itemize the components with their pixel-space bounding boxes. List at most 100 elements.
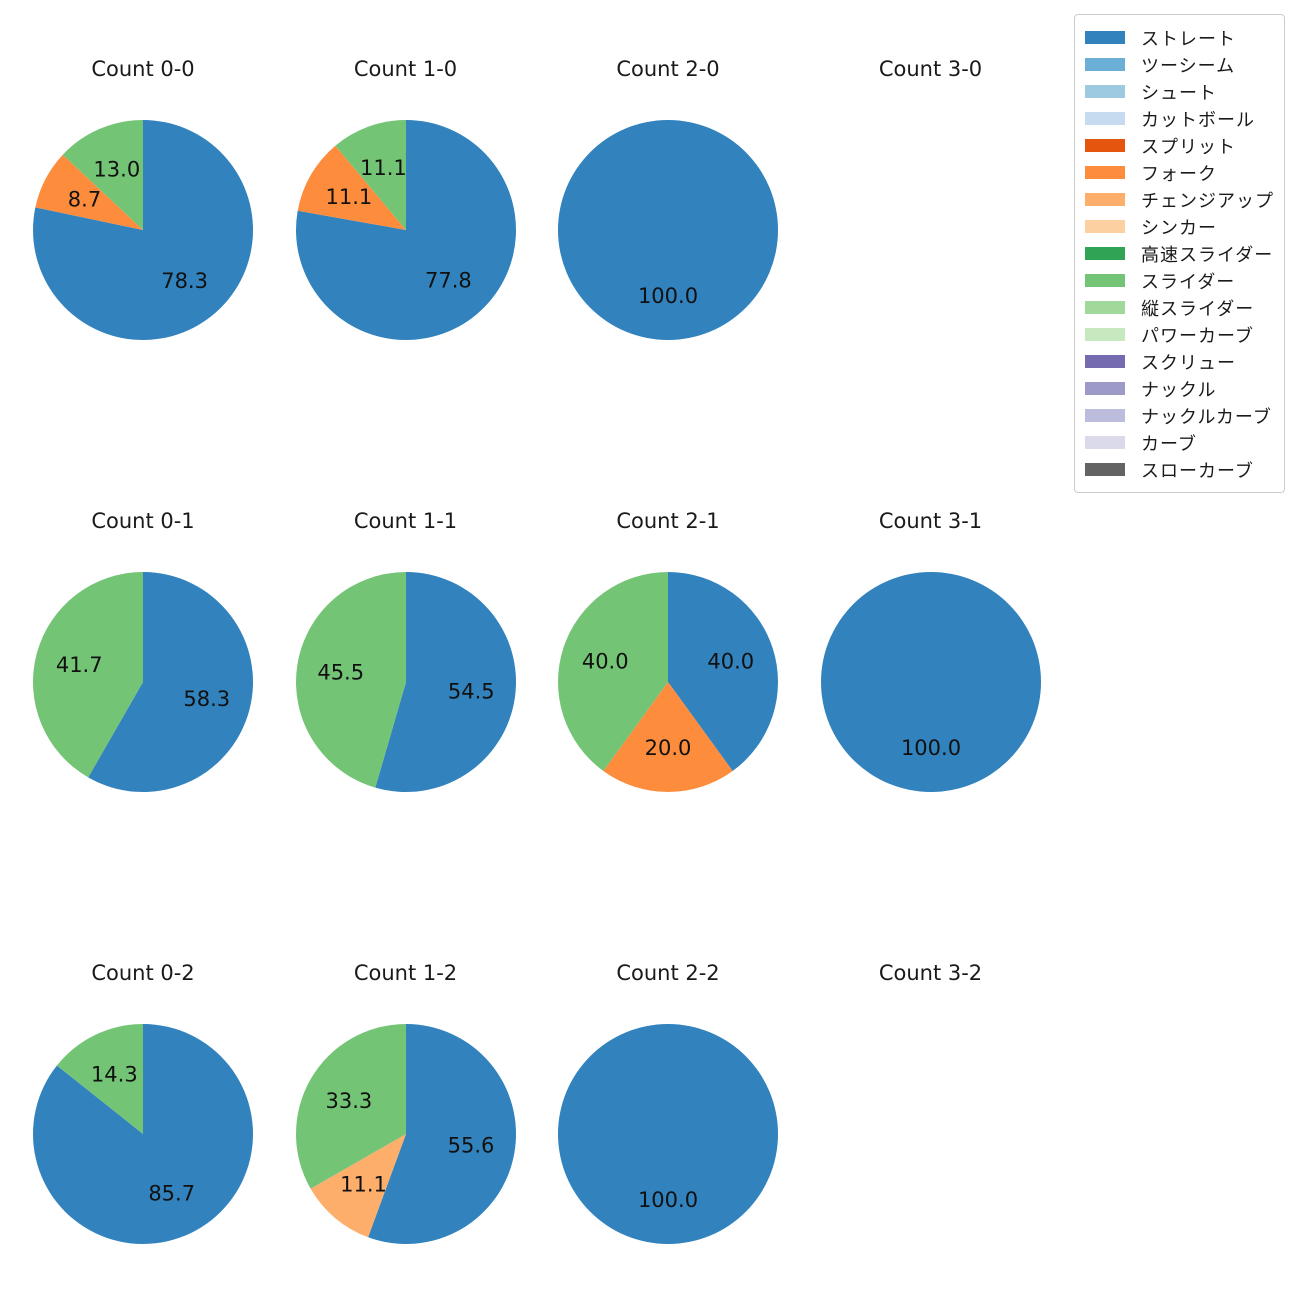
legend-label: スクリュー: [1141, 352, 1236, 374]
legend-item: スローカーブ: [1085, 456, 1274, 483]
legend-item: チェンジアップ: [1085, 186, 1274, 213]
pie-count-1-0: 77.8 11.1 11.1: [295, 120, 516, 340]
pie-count-2-2: 100.0: [558, 1024, 778, 1244]
chart-title: Count 3-2: [878, 961, 983, 985]
pie-slice-label: 41.7: [56, 653, 103, 677]
pie-slice-label: 85.7: [148, 1182, 195, 1206]
legend-swatch: [1085, 166, 1125, 179]
legend-item: シンカー: [1085, 213, 1274, 240]
chart-title: Count 1-0: [353, 57, 458, 81]
pie-slice: [367, 1024, 516, 1244]
pie-slice: [334, 120, 406, 230]
pie-slice: [56, 1024, 143, 1134]
pie-slice-label: 11.1: [360, 156, 407, 180]
pie-slice: [35, 154, 143, 230]
pie-slice-label: 54.5: [447, 679, 494, 703]
legend-swatch: [1085, 355, 1125, 368]
pie-slice: [33, 120, 254, 340]
legend-swatch: [1085, 301, 1125, 314]
pie-slice: [295, 120, 516, 340]
pie-slice: [62, 120, 143, 230]
legend-swatch: [1085, 112, 1125, 125]
legend-swatch: [1085, 193, 1125, 206]
legend-label: シンカー: [1141, 217, 1217, 239]
legend-label: 縦スライダー: [1141, 298, 1255, 320]
pie-slice-label: 11.1: [325, 185, 372, 209]
legend-label: カーブ: [1141, 433, 1197, 455]
pie-slice-label: 78.3: [161, 269, 208, 293]
pie-slice: [32, 572, 143, 778]
pie-slice-label: 100.0: [638, 284, 698, 308]
pie-slice-label: 11.1: [340, 1173, 387, 1197]
legend-item: カットボール: [1085, 105, 1274, 132]
pie-count-0-0: 78.3 8.7 13.0: [33, 120, 254, 340]
legend-label: パワーカーブ: [1141, 325, 1254, 347]
legend-item: ナックル: [1085, 375, 1274, 402]
legend-item: ストレート: [1085, 24, 1274, 51]
legend-swatch: [1085, 382, 1125, 395]
chart-title: Count 0-2: [91, 961, 195, 985]
pie-count-2-0: 100.0: [558, 120, 778, 340]
legend-item: ツーシーム: [1085, 51, 1274, 78]
pie-slice: [88, 572, 253, 792]
legend-item: スクリュー: [1085, 348, 1274, 375]
legend-item: ナックルカーブ: [1085, 402, 1274, 429]
legend-swatch: [1085, 58, 1125, 71]
chart-title: Count 2-1: [616, 509, 720, 533]
legend-item: スライダー: [1085, 267, 1274, 294]
pie-slice-label: 20.0: [645, 736, 692, 760]
legend-label: ナックル: [1141, 379, 1217, 401]
legend-label: シュート: [1141, 82, 1217, 104]
legend-swatch: [1085, 463, 1125, 476]
legend-label: フォーク: [1141, 163, 1217, 185]
pie-slice-label: 100.0: [638, 1188, 698, 1212]
pie-slice-label: 77.8: [425, 269, 472, 293]
chart-title: Count 1-1: [353, 509, 458, 533]
pie-count-1-1: 54.5 45.5: [295, 572, 516, 792]
pie-slice: [310, 1134, 406, 1238]
chart-title: Count 0-1: [91, 509, 195, 533]
pie-slice: [297, 145, 406, 230]
pie-slice: [295, 572, 406, 788]
legend-item: フォーク: [1085, 159, 1274, 186]
chart-title: Count 3-1: [878, 509, 983, 533]
legend-label: スプリット: [1141, 136, 1236, 158]
pie-slice-label: 58.3: [183, 687, 230, 711]
legend-item: 縦スライダー: [1085, 294, 1274, 321]
pie-count-3-1: 100.0: [820, 572, 1041, 792]
legend-label: ツーシーム: [1141, 55, 1236, 77]
pie-slice: [557, 572, 668, 771]
legend-item: パワーカーブ: [1085, 321, 1274, 348]
legend-swatch: [1085, 139, 1125, 152]
legend-item: スプリット: [1085, 132, 1274, 159]
pie-slice-label: 13.0: [93, 157, 140, 181]
legend-item: 高速スライダー: [1085, 240, 1274, 267]
pie-slice: [295, 1024, 406, 1189]
pie-slice: [820, 572, 1041, 792]
legend-swatch: [1085, 220, 1125, 233]
legend-label: ストレート: [1141, 28, 1236, 50]
pie-count-2-1: 40.0 20.0 40.0: [557, 572, 779, 793]
legend-swatch: [1085, 247, 1125, 260]
pie-slice: [603, 682, 733, 793]
pie-slice-label: 55.6: [447, 1134, 494, 1158]
pie-slice: [668, 572, 779, 771]
pie-slice-label: 100.0: [900, 736, 960, 760]
legend-item: カーブ: [1085, 429, 1274, 456]
legend-label: スローカーブ: [1141, 460, 1254, 482]
pie-slice: [558, 120, 778, 340]
pie-slice-label: 45.5: [317, 661, 364, 685]
chart-title: Count 2-0: [616, 57, 720, 81]
legend-label: 高速スライダー: [1141, 244, 1274, 266]
legend-item: シュート: [1085, 78, 1274, 105]
legend-label: チェンジアップ: [1141, 190, 1274, 212]
legend-label: ナックルカーブ: [1141, 406, 1272, 428]
pie-slice-label: 40.0: [582, 650, 629, 674]
legend-swatch: [1085, 274, 1125, 287]
chart-title: Count 2-2: [616, 961, 720, 985]
legend-swatch: [1085, 436, 1125, 449]
pie-count-0-2: 85.7 14.3: [33, 1024, 254, 1244]
pie-slice-label: 33.3: [325, 1089, 372, 1113]
pie-slice: [33, 1024, 254, 1244]
